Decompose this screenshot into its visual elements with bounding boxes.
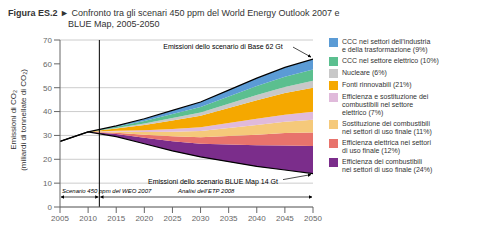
- svg-text:2010: 2010: [79, 214, 97, 223]
- svg-text:Analisi dell’ETP 2008: Analisi dell’ETP 2008: [177, 188, 235, 194]
- html-text:Nucleare (6%): Nucleare (6%): [342, 69, 387, 76]
- html-text:Efficienza dei combustibili ne: Efficienza dei combustibili nei settori …: [342, 158, 433, 173]
- svg-text:50: 50: [43, 84, 52, 93]
- svg-text:2020: 2020: [135, 214, 153, 223]
- svg-text:Emissioni dello scenario BLUE: Emissioni dello scenario BLUE Map 14 Gt: [148, 178, 278, 186]
- svg-text:2015: 2015: [107, 214, 125, 223]
- html-text:CCC nei settori dell’industria: CCC nei settori dell’industria e della t…: [342, 38, 431, 53]
- html-text:Emissioni di CO₂ (miliardi di: Emissioni di CO₂ (miliardi di tonnellate…: [9, 68, 28, 171]
- svg-text:30: 30: [43, 131, 52, 140]
- svg-text:2030: 2030: [192, 214, 210, 223]
- html-text:Efficienza elettrica nei setto: Efficienza elettrica nei settori di uso …: [342, 139, 431, 154]
- svg-text:0: 0: [48, 203, 53, 212]
- svg-text:2050: 2050: [304, 214, 322, 223]
- svg-text:2025: 2025: [164, 214, 182, 223]
- svg-text:60: 60: [43, 60, 52, 69]
- html-text:Sostituzione dei combustibili: Sostituzione dei combustibili nei settor…: [342, 120, 432, 135]
- html-text:CCC nel settore elettrico (10%: CCC nel settore elettrico (10%): [342, 57, 439, 64]
- svg-text:Emissioni dello scenario di Ba: Emissioni dello scenario di Base 62 Gt: [163, 43, 283, 50]
- svg-text:2045: 2045: [276, 214, 294, 223]
- svg-text:20: 20: [43, 155, 52, 164]
- svg-text:2035: 2035: [220, 214, 238, 223]
- html-text:BLUE Map, 2005-2050: BLUE Map, 2005-2050: [68, 19, 160, 29]
- svg-text:2040: 2040: [248, 214, 266, 223]
- html-text:Figura ES.2 ► Confronto tra gl: Figura ES.2 ► Confronto tra gli scenari …: [8, 8, 340, 18]
- svg-text:10: 10: [43, 179, 52, 188]
- svg-text:2005: 2005: [51, 214, 69, 223]
- svg-text:40: 40: [43, 107, 52, 116]
- svg-text:70: 70: [43, 36, 52, 45]
- svg-text:Scenario 450 ppm del WEO 2007: Scenario 450 ppm del WEO 2007: [62, 188, 152, 194]
- html-text:Efficienza e sostituzione dei: Efficienza e sostituzione dei combustibi…: [342, 93, 429, 116]
- html-text:Fonti rinnovabili (21%): Fonti rinnovabili (21%): [342, 81, 412, 88]
